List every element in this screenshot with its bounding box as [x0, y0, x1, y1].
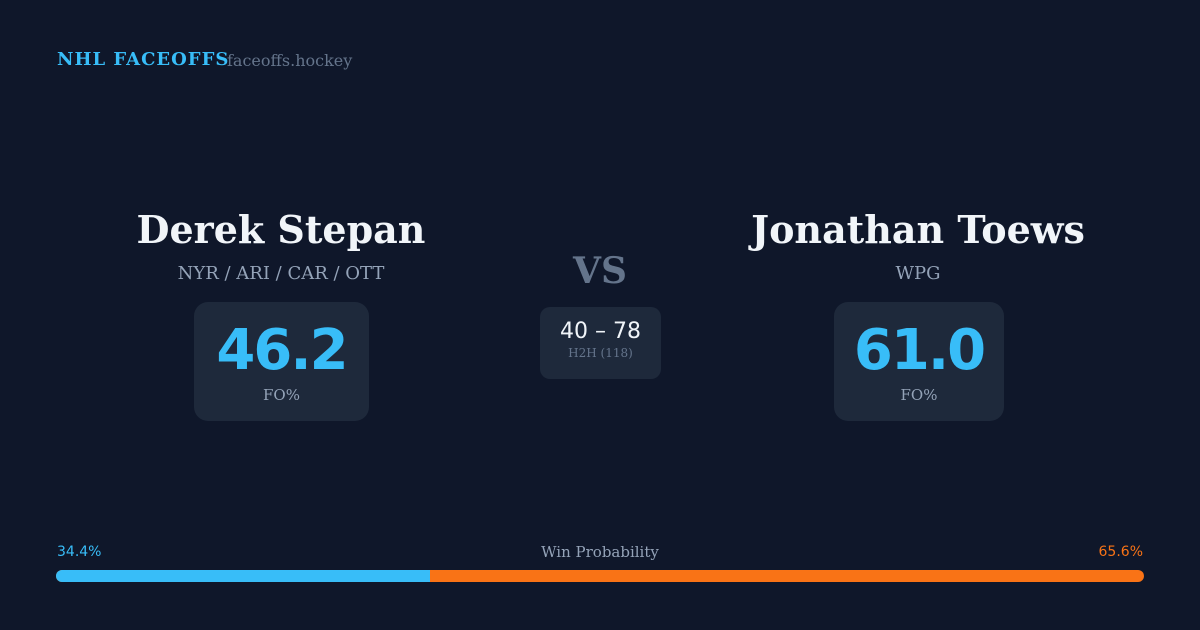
site-url: faceoffs.hockey	[227, 51, 353, 70]
h2h-label: H2H (118)	[568, 346, 633, 360]
h2h-card: 40 – 78 H2H (118)	[540, 307, 661, 379]
h2h-score: 40 – 78	[560, 319, 641, 344]
vs-label: VS	[573, 250, 627, 292]
player2-fo-card: 61.0 FO%	[834, 302, 1004, 421]
left-win-pct: 34.4%	[57, 544, 102, 560]
player2-teams: WPG	[895, 263, 941, 284]
brand-title: NHL FACEOFFS	[57, 49, 230, 70]
player1-teams: NYR / ARI / CAR / OTT	[177, 263, 385, 284]
win-probability-bar	[56, 570, 1144, 582]
player1-fo-card: 46.2 FO%	[194, 302, 369, 421]
player2-fo-label: FO%	[900, 386, 938, 404]
player1-fo-pct: 46.2	[216, 318, 348, 383]
player1-fo-label: FO%	[263, 386, 300, 404]
player2-fo-pct: 61.0	[853, 318, 986, 383]
win-probability-label: Win Probability	[541, 543, 659, 561]
win-probability-fill	[56, 570, 431, 582]
player1-name: Derek Stepan	[136, 207, 426, 252]
player2-name: Jonathan Toews	[751, 207, 1085, 252]
right-win-pct: 65.6%	[1098, 544, 1143, 560]
